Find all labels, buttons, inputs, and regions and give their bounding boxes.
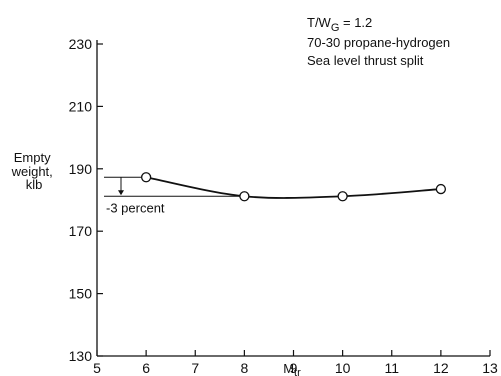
data-point bbox=[337, 191, 348, 202]
y-tick-label: 170 bbox=[69, 223, 93, 239]
note-fuel: 70-30 propane-hydrogen bbox=[307, 35, 450, 50]
y-tick-label: 190 bbox=[69, 161, 93, 177]
x-axis-label-main: M bbox=[283, 361, 294, 376]
y-tick-label: 230 bbox=[69, 36, 93, 52]
annotation-arrow-head bbox=[118, 190, 124, 196]
x-tick-label: 9 bbox=[290, 360, 298, 376]
annotation-label: -3 percent bbox=[106, 200, 165, 215]
y-axis-label-line-3: klb bbox=[26, 177, 43, 192]
note-thrust-weight-value: = 1.2 bbox=[339, 15, 372, 30]
x-tick-label: 6 bbox=[142, 360, 150, 376]
x-tick-label: 5 bbox=[93, 360, 101, 376]
y-ticks: 130 150 170 190 210 230 bbox=[69, 36, 103, 364]
x-tick-label: 7 bbox=[191, 360, 199, 376]
x-ticks: 5 6 7 8 9 10 11 12 13 bbox=[93, 350, 498, 376]
y-tick-label: 130 bbox=[69, 348, 93, 364]
x-tick-label: 13 bbox=[482, 360, 498, 376]
y-axis-label-line-2: weight, bbox=[11, 164, 53, 179]
series-line bbox=[145, 176, 441, 199]
x-axis-label-subscript: tr bbox=[294, 367, 301, 376]
y-tick-label: 210 bbox=[69, 98, 93, 114]
x-axis-label: Mtr bbox=[283, 361, 301, 376]
x-tick-label: 11 bbox=[384, 360, 399, 376]
note-thrust-weight-subscript: G bbox=[331, 22, 340, 34]
data-point bbox=[140, 172, 152, 183]
y-tick-label: 150 bbox=[69, 286, 93, 302]
y-axis-label: Empty weight, klb bbox=[11, 150, 57, 192]
percent-annotation: -3 percent bbox=[104, 176, 240, 215]
note-thrust-split: Sea level thrust split bbox=[307, 53, 424, 68]
note-thrust-weight-main: T/W bbox=[307, 15, 332, 30]
data-point bbox=[239, 191, 250, 202]
x-tick-label: 10 bbox=[335, 360, 351, 376]
data-point bbox=[435, 183, 447, 195]
x-tick-label: 8 bbox=[240, 360, 248, 376]
y-axis-label-line-1: Empty bbox=[14, 150, 51, 165]
series-empty-weight bbox=[140, 172, 447, 202]
note-thrust-weight: T/WG = 1.2 bbox=[307, 15, 372, 34]
x-tick-label: 12 bbox=[433, 360, 449, 376]
